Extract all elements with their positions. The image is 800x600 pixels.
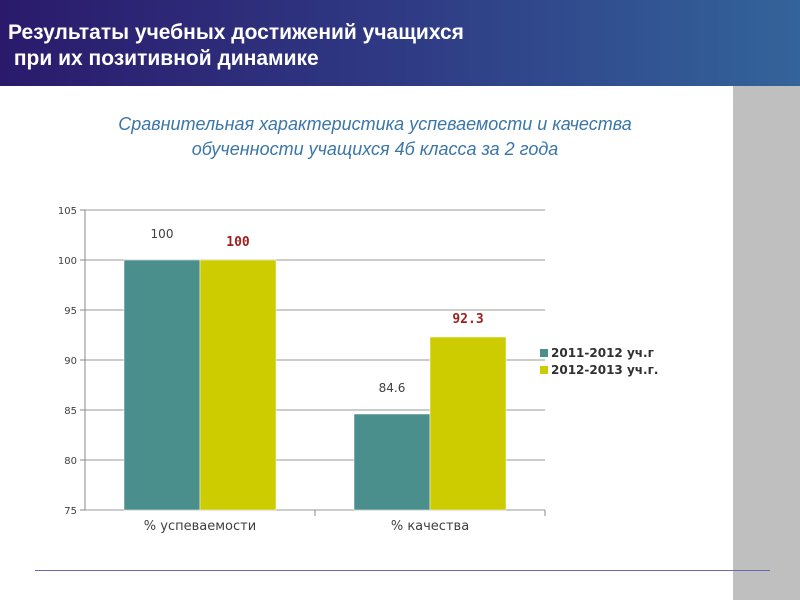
- x-tick-label: % успеваемости: [144, 519, 256, 534]
- y-tick-label: 95: [64, 306, 77, 317]
- y-tick-label: 75: [64, 506, 77, 517]
- y-tick-label: 90: [64, 356, 77, 367]
- data-label: 100: [151, 227, 174, 241]
- y-tick-label: 105: [58, 206, 77, 217]
- data-label: 100: [226, 235, 250, 250]
- bar-1: [353, 413, 431, 511]
- bar-2: [199, 259, 277, 511]
- legend-label: 2011-2012 уч.г: [551, 346, 654, 360]
- legend-label: 2012-2013 уч.г.: [551, 363, 658, 377]
- chart-title: Сравнительная характеристика успеваемост…: [118, 114, 632, 159]
- legend-swatch: [540, 349, 548, 357]
- legend-swatch: [540, 366, 548, 374]
- bar-2: [429, 336, 507, 511]
- data-label: 84.6: [379, 381, 406, 395]
- side-decor-bar: [733, 86, 800, 600]
- page-title: Результаты учебных достижений учащихся п…: [8, 21, 464, 70]
- divider: [35, 570, 770, 571]
- y-tick-label: 80: [64, 456, 77, 467]
- data-label: 92.3: [452, 312, 483, 327]
- y-tick-label: 100: [58, 256, 77, 267]
- y-tick-label: 85: [64, 406, 77, 417]
- header-banner: Результаты учебных достижений учащихся п…: [0, 0, 800, 86]
- x-tick-label: % качества: [391, 519, 469, 534]
- bar-1: [123, 259, 201, 511]
